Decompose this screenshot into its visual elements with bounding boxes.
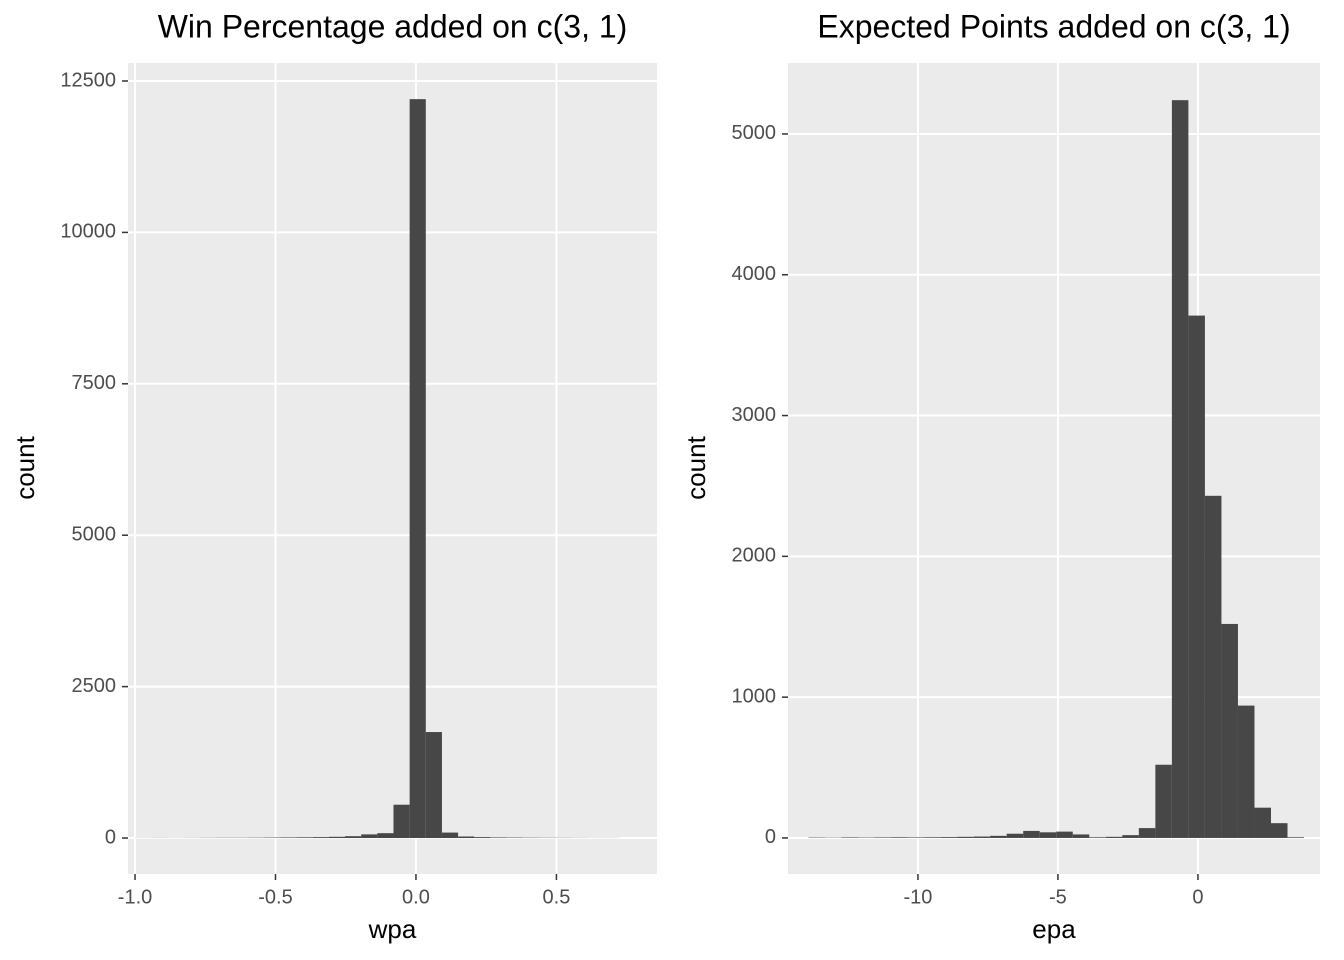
y-tick-label: 0	[105, 826, 116, 848]
chart-title: Win Percentage added on c(3, 1)	[158, 8, 628, 44]
bar	[1122, 835, 1139, 838]
bar	[841, 837, 858, 838]
bar	[1237, 705, 1255, 838]
bar	[940, 837, 958, 838]
y-tick-label: 12500	[60, 69, 116, 91]
x-tick-label: -10	[903, 886, 932, 908]
y-axis-label: count	[10, 435, 40, 499]
y-tick-label: 4000	[732, 263, 777, 285]
bar	[1138, 828, 1156, 838]
y-tick-label: 0	[765, 826, 776, 848]
bar	[1056, 831, 1073, 838]
bar	[458, 836, 475, 839]
bar	[1271, 823, 1288, 838]
bar	[393, 804, 410, 839]
bar	[1204, 495, 1222, 838]
y-tick-label: 5000	[732, 122, 777, 144]
x-tick-label: -5	[1049, 886, 1067, 908]
bar	[1188, 315, 1205, 838]
x-tick-label: -0.5	[258, 886, 292, 908]
bar	[328, 836, 346, 839]
bar	[312, 837, 329, 839]
y-tick-label: 2500	[72, 675, 117, 697]
bar	[441, 832, 459, 839]
bar	[957, 836, 974, 838]
x-axis-label: wpa	[368, 914, 417, 944]
bar	[377, 833, 394, 839]
bar	[425, 732, 442, 839]
bar	[1039, 832, 1057, 838]
bar	[345, 836, 362, 839]
x-tick-label: 0.0	[402, 886, 430, 908]
bar	[1089, 837, 1106, 838]
y-tick-label: 2000	[732, 545, 777, 567]
bar	[280, 837, 297, 839]
bar	[1171, 100, 1189, 838]
bar	[490, 837, 507, 839]
panel-background	[128, 63, 657, 874]
bar	[907, 837, 925, 838]
bar	[1287, 837, 1305, 838]
x-tick-label: 0	[1192, 886, 1203, 908]
bar	[296, 837, 313, 839]
bar	[1221, 623, 1238, 838]
chart-title: Expected Points added on c(3, 1)	[817, 8, 1290, 44]
bar	[1254, 807, 1271, 838]
bar	[990, 835, 1007, 838]
bar	[1155, 764, 1172, 838]
bar	[924, 837, 941, 838]
y-tick-label: 5000	[72, 523, 117, 545]
bar	[1072, 834, 1090, 838]
bar	[361, 834, 378, 839]
bar	[1006, 833, 1024, 838]
x-tick-label: 0.5	[543, 886, 571, 908]
bar	[973, 836, 991, 838]
bar	[474, 837, 491, 839]
x-axis-label: epa	[1032, 914, 1076, 944]
y-tick-label: 3000	[732, 404, 777, 426]
y-tick-label: 10000	[60, 221, 116, 243]
bar	[874, 837, 892, 838]
bar	[1023, 830, 1040, 838]
y-axis-label: count	[681, 435, 711, 499]
bar	[891, 837, 908, 838]
y-tick-label: 7500	[72, 372, 117, 394]
bar	[1105, 836, 1123, 838]
y-tick-label: 1000	[732, 685, 777, 707]
bar	[409, 99, 426, 839]
x-tick-label: -1.0	[118, 886, 152, 908]
